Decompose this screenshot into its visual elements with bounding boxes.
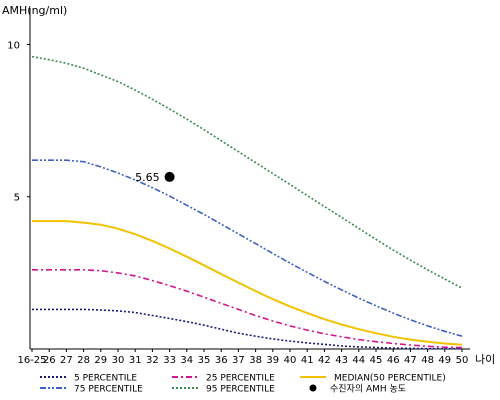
legend-label: 수진자의 AMH 농도 <box>330 384 406 395</box>
legend-label: MEDIAN(50 PERCENTILE) <box>334 374 446 384</box>
legend-label: 75 PERCENTILE <box>74 385 143 395</box>
x-tick-label: 41 <box>301 355 314 366</box>
legend-point-swatch <box>309 384 317 392</box>
x-tick-label: 38 <box>249 355 262 366</box>
x-tick-label: 50 <box>456 355 469 366</box>
series-line <box>32 220 463 346</box>
x-tick-label: 40 <box>284 355 297 366</box>
point-value-label: 5.65 <box>135 171 160 184</box>
x-tick-label: 43 <box>335 355 348 366</box>
x-tick-label: 46 <box>387 355 400 366</box>
x-tick-label: 26 <box>43 355 56 366</box>
x-tick-label: 31 <box>129 355 142 366</box>
x-tick-label: 16-25 <box>17 355 46 366</box>
legend-label: 25 PERCENTILE <box>206 374 275 384</box>
x-tick-label: 45 <box>370 355 383 366</box>
series-line <box>31 55 463 289</box>
x-tick-label: 30 <box>112 355 125 366</box>
x-tick-label: 36 <box>215 355 228 366</box>
legend-label: 5 PERCENTILE <box>74 374 137 384</box>
x-tick-label: 49 <box>438 355 451 366</box>
y-tick-label: 5 <box>14 193 20 204</box>
data-points: 5.65 <box>135 171 175 184</box>
x-tick-label: 37 <box>232 355 245 366</box>
x-tick-label: 32 <box>146 355 159 366</box>
x-tick-label: 27 <box>60 355 73 366</box>
x-tick-label: 33 <box>163 355 176 366</box>
y-tick-label: 10 <box>7 40 20 51</box>
series-lines <box>31 55 463 350</box>
x-tick-label: 28 <box>77 355 90 366</box>
patient-amh-point <box>164 171 175 182</box>
axes <box>29 8 470 350</box>
series-line <box>32 269 463 349</box>
y-ticks: 5 10 <box>7 40 30 204</box>
x-tick-label: 39 <box>266 355 279 366</box>
x-tick-label: 44 <box>352 355 365 366</box>
x-tick-label: 35 <box>198 355 211 366</box>
x-tick-label: 29 <box>94 355 107 366</box>
x-tick-label: 48 <box>421 355 434 366</box>
x-tick-label: 34 <box>180 355 193 366</box>
legend-label: 95 PERCENTILE <box>206 385 275 395</box>
x-tick-label: 47 <box>404 355 417 366</box>
y-axis-label: AMH(ng/ml) <box>2 4 67 17</box>
legend: 5 PERCENTILE 25 PERCENTILE MEDIAN(50 PERCE… <box>40 374 446 395</box>
x-axis-label: 나이 <box>475 353 495 366</box>
x-tick-label: 42 <box>318 355 331 366</box>
series-line <box>32 308 462 350</box>
series-line <box>32 159 463 337</box>
